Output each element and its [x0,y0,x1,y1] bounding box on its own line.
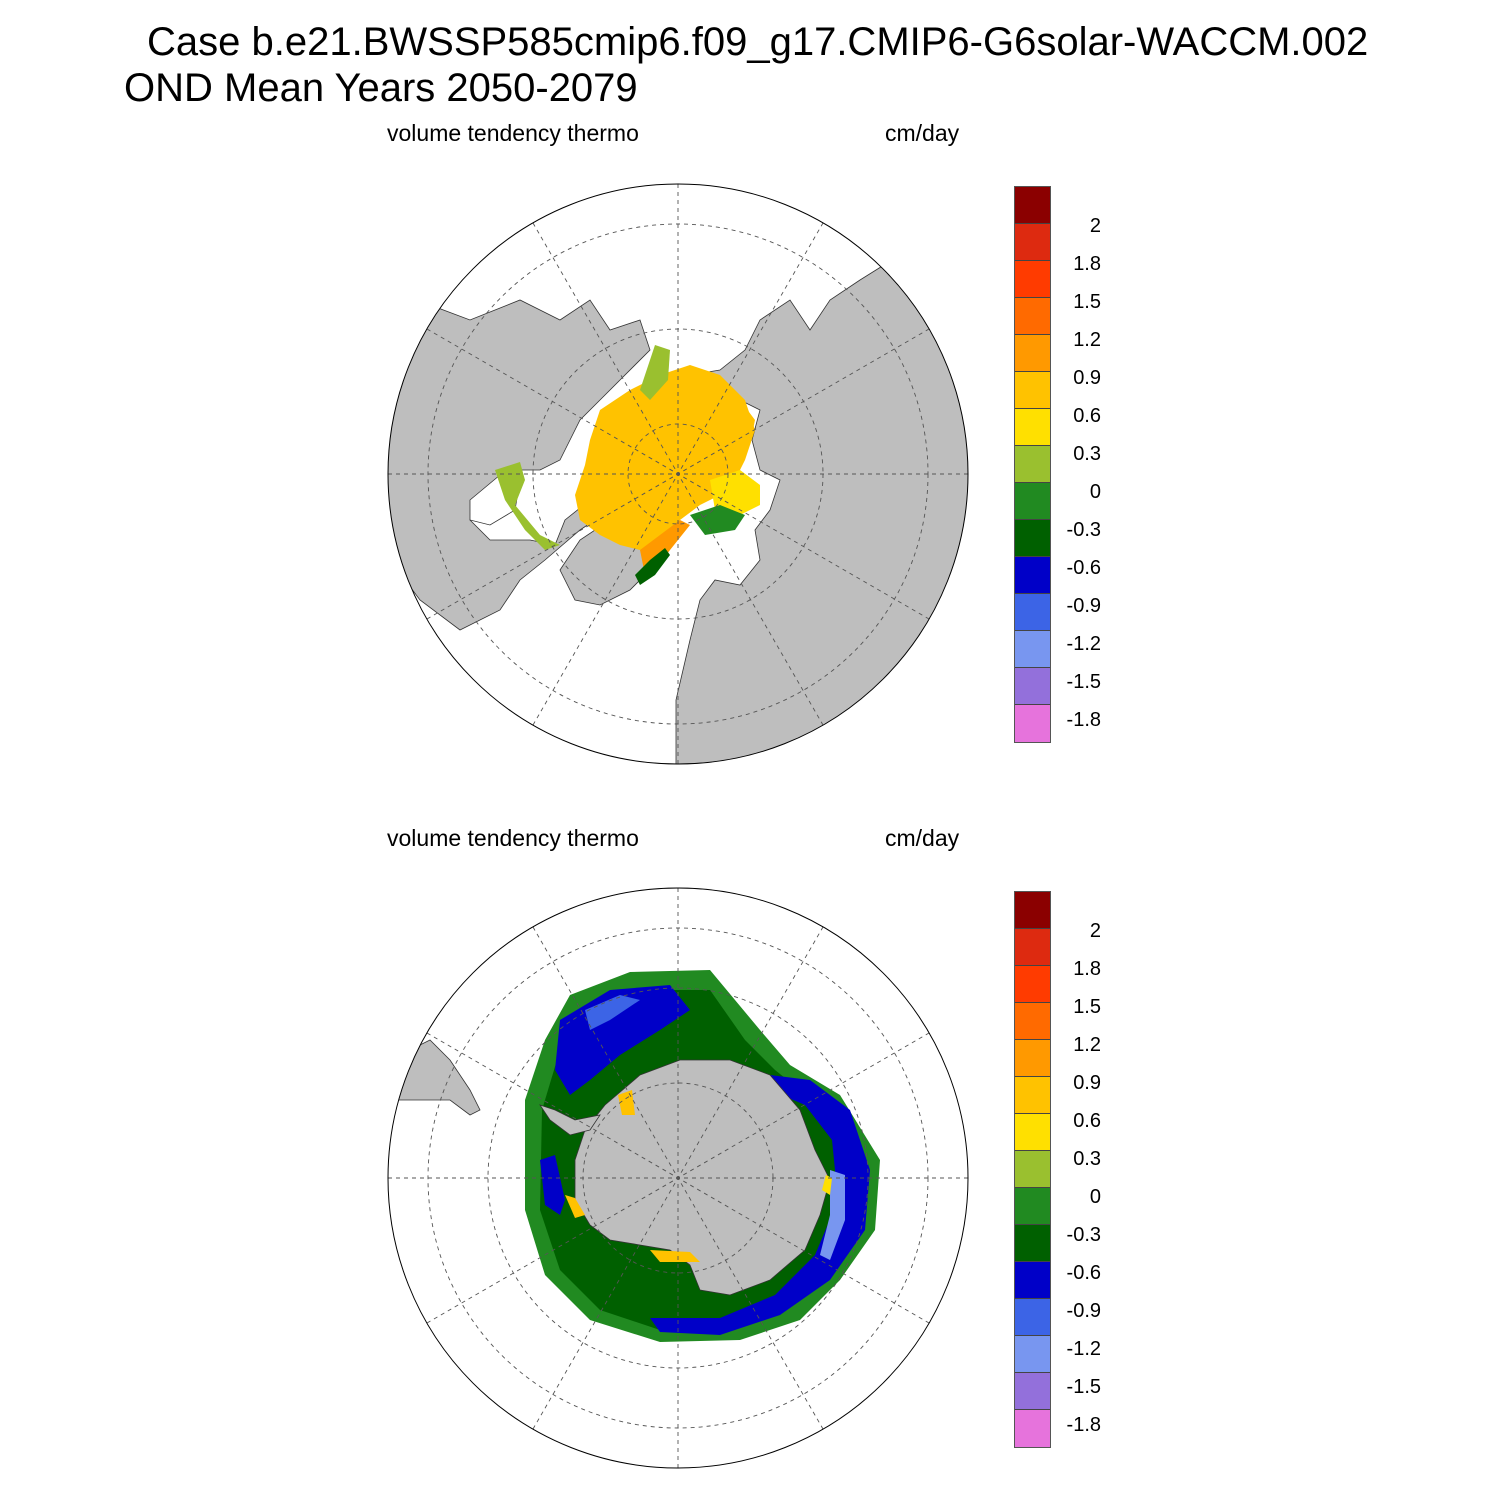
south-colorbar-tick: 0 [1089,1186,1101,1208]
south-colorbar-tick: 1.5 [1073,996,1101,1018]
south-ice-lightblue-weddell [585,995,640,1030]
north-colorbar-swatch [1015,298,1050,335]
south-colorbar-swatch [1015,1410,1050,1447]
north-colorbar-swatch [1015,261,1050,298]
north-ice-laptev [738,400,755,445]
north-ice-kara-green [690,505,745,535]
south-ice-lightblue-east [820,1170,845,1260]
north-colorbar-tick: 2 [1089,215,1101,237]
south-colorbar-swatch [1015,929,1050,966]
north-colorbar-swatch [1015,224,1050,261]
south-colorbar-tick: -1.2 [1066,1338,1101,1360]
south-colorbar-swatch [1015,892,1050,929]
north-colorbar-swatch [1015,705,1050,742]
south-left-label: volume tendency thermo [387,825,639,851]
north-colorbar-swatch [1015,409,1050,446]
south-colorbar-swatch [1015,1336,1050,1373]
north-ice-barents [710,470,760,515]
north-colorbar-swatch [1015,520,1050,557]
north-ice-chukchi [640,345,670,400]
south-units-label: cm/day [885,825,960,851]
south-colorbar-tick: 1.2 [1073,1034,1101,1056]
south-colorbar-swatch [1015,1188,1050,1225]
south-land-antarctica [574,1059,831,1296]
north-colorbar-swatch [1015,372,1050,409]
south-colorbar-tick: 2 [1089,920,1101,942]
south-ice-blue-west [540,1155,565,1215]
south-coast-yellow-1 [650,1250,700,1262]
south-colorbar-swatch [1015,966,1050,1003]
north-left-label: volume tendency thermo [387,120,639,146]
south-colorbar-swatch [1015,1151,1050,1188]
north-colorbar-tick: -1.5 [1066,671,1101,693]
north-colorbar [1014,186,1051,743]
north-ice-hudson [495,462,560,550]
south-colorbar-swatch [1015,1114,1050,1151]
north-ice-green-edge [635,548,670,585]
north-land-eurasia [675,254,968,764]
south-colorbar-tick: -1.5 [1066,1376,1101,1398]
north-ice-main [575,365,755,550]
north-colorbar-tick: -0.6 [1066,557,1101,579]
south-colorbar-swatch [1015,1225,1050,1262]
north-colorbar-tick: 1.8 [1073,253,1101,275]
south-colorbar-swatch [1015,1373,1050,1410]
figure-title-line2: OND Mean Years 2050-2079 [124,66,638,110]
north-colorbar-swatch [1015,446,1050,483]
north-polar-map [387,183,969,765]
north-colorbar-tick: 0.3 [1073,443,1101,465]
south-colorbar-swatch [1015,1003,1050,1040]
south-coast-yellow-4 [822,1175,832,1195]
south-colorbar-swatch [1015,1299,1050,1336]
north-units-label: cm/day [885,120,960,146]
north-colorbar-tick: 0 [1089,481,1101,503]
south-colorbar-swatch [1015,1040,1050,1077]
south-colorbar-tick: -0.9 [1066,1300,1101,1322]
north-colorbar-swatch [1015,668,1050,705]
south-colorbar-tick: -0.3 [1066,1224,1101,1246]
north-colorbar-tick: 1.5 [1073,291,1101,313]
south-colorbar-swatch [1015,1077,1050,1114]
south-colorbar-tick: -0.6 [1066,1262,1101,1284]
north-colorbar-swatch [1015,631,1050,668]
north-colorbar-tick: 0.6 [1073,405,1101,427]
north-colorbar-swatch [1015,335,1050,372]
north-colorbar-tick: -0.3 [1066,519,1101,541]
figure-title-line1: Case b.e21.BWSSP585cmip6.f09_g17.CMIP6-G… [147,20,1369,64]
south-coast-yellow-2 [565,1195,585,1218]
north-colorbar-tick: -0.9 [1066,595,1101,617]
north-colorbar-tick: 0.9 [1073,367,1101,389]
north-colorbar-tick: -1.2 [1066,633,1101,655]
north-colorbar-swatch [1015,557,1050,594]
north-colorbar-swatch [1015,187,1050,224]
south-land-peninsula [539,1104,601,1136]
south-colorbar-swatch [1015,1262,1050,1299]
north-colorbar-tick: 1.2 [1073,329,1101,351]
south-colorbar-tick: 0.9 [1073,1072,1101,1094]
south-polar-map [387,887,969,1469]
south-ice-blue-ring-east [650,1075,870,1335]
south-colorbar-tick: 0.3 [1073,1148,1101,1170]
south-colorbar-tick: -1.8 [1066,1414,1101,1436]
north-colorbar-tick: -1.8 [1066,709,1101,731]
south-colorbar-tick: 1.8 [1073,958,1101,980]
south-colorbar-tick: 0.6 [1073,1110,1101,1132]
south-colorbar [1014,891,1051,1448]
north-colorbar-swatch [1015,594,1050,631]
north-colorbar-swatch [1015,483,1050,520]
